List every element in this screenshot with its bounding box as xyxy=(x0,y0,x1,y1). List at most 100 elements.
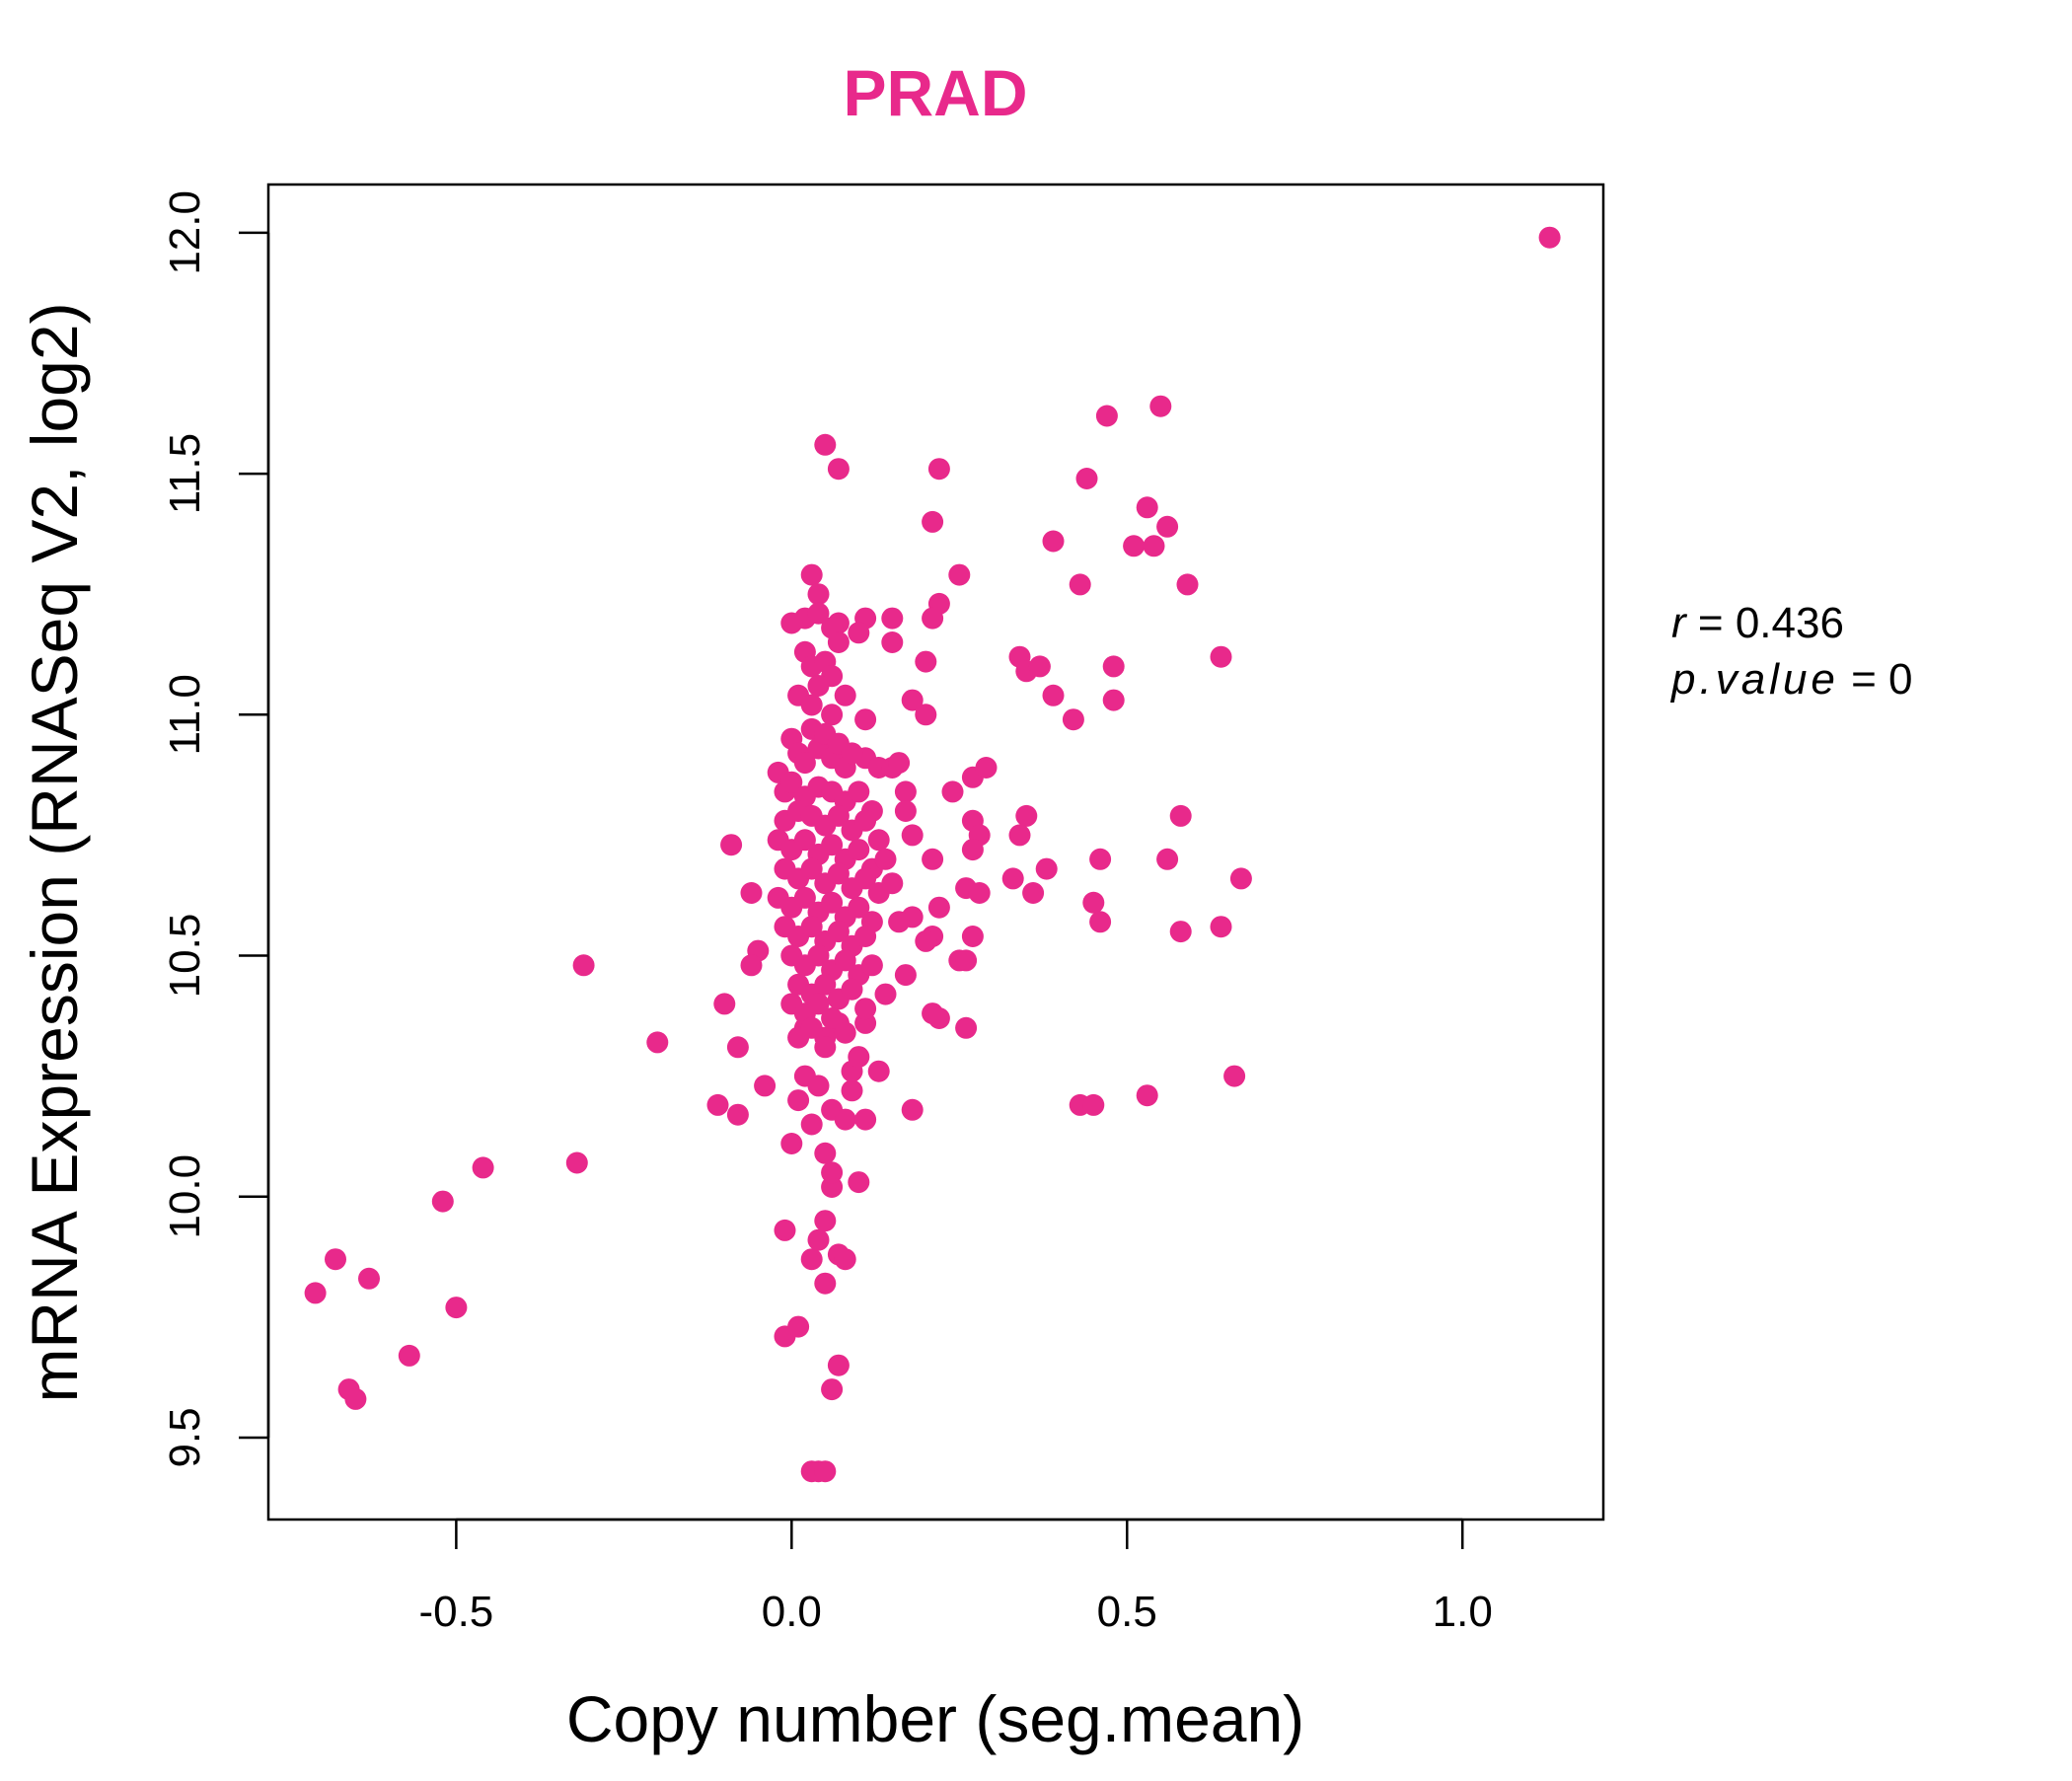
data-point xyxy=(431,1190,454,1213)
data-point xyxy=(888,911,911,933)
data-point xyxy=(807,583,830,606)
y-tick-label: 10.5 xyxy=(161,914,209,999)
data-point xyxy=(1082,1093,1105,1116)
x-tick-label: 0.0 xyxy=(762,1588,822,1636)
data-point xyxy=(1102,689,1125,711)
data-point xyxy=(834,1108,856,1131)
data-point xyxy=(1538,226,1561,249)
data-point xyxy=(821,1007,844,1029)
data-point xyxy=(827,1354,850,1376)
data-point xyxy=(800,857,823,880)
data-point xyxy=(706,1093,729,1116)
r-value: 0.436 xyxy=(1736,599,1844,647)
data-point xyxy=(787,1089,810,1112)
data-point xyxy=(1089,911,1112,933)
data-point xyxy=(915,650,937,673)
data-point xyxy=(922,848,944,870)
data-point xyxy=(572,954,595,977)
data-point xyxy=(780,612,803,634)
data-point xyxy=(867,829,890,852)
data-point xyxy=(807,993,830,1015)
data-point xyxy=(1210,916,1232,938)
data-point xyxy=(793,829,816,852)
data-point xyxy=(915,929,937,952)
data-point xyxy=(854,809,877,832)
data-point xyxy=(927,458,950,481)
data-point xyxy=(1102,655,1125,678)
data-point xyxy=(726,1036,749,1059)
data-point xyxy=(1136,496,1158,519)
y-axis: 9.5 10.0 10.5 11.0 11.5 12.0 xyxy=(161,190,270,1468)
data-point xyxy=(948,563,971,586)
data-point xyxy=(901,824,924,847)
data-point xyxy=(807,1228,830,1251)
data-point xyxy=(1223,1065,1246,1087)
data-point xyxy=(848,1046,870,1069)
data-point xyxy=(800,1248,823,1271)
data-point xyxy=(800,1113,823,1136)
p-label: p.value xyxy=(1669,655,1839,704)
data-point xyxy=(1082,891,1105,914)
data-point xyxy=(807,675,830,697)
data-point xyxy=(1169,804,1192,827)
data-point xyxy=(740,954,763,977)
data-point xyxy=(720,834,743,856)
data-point xyxy=(941,780,964,803)
data-point xyxy=(814,1210,837,1232)
data-point xyxy=(1089,848,1112,870)
data-point xyxy=(814,1036,837,1059)
data-point xyxy=(398,1344,420,1367)
y-axis-label: mRNA Expression (RNASeq V2, log2) xyxy=(18,302,91,1402)
data-point xyxy=(848,839,870,861)
data-point xyxy=(344,1387,367,1410)
data-point xyxy=(841,978,863,1001)
p-equals: = xyxy=(1839,655,1888,704)
data-point xyxy=(881,631,904,653)
data-point xyxy=(325,1248,346,1271)
data-point xyxy=(780,1133,803,1154)
data-point xyxy=(1028,655,1051,678)
data-point xyxy=(1123,535,1146,557)
y-tick-label: 10.0 xyxy=(161,1154,209,1239)
data-point xyxy=(726,1103,749,1126)
data-point xyxy=(888,752,911,775)
data-point xyxy=(821,891,844,914)
data-point xyxy=(834,684,856,706)
data-point xyxy=(565,1151,588,1174)
data-point xyxy=(1095,405,1118,427)
data-point xyxy=(445,1297,468,1319)
data-point xyxy=(774,1219,796,1241)
data-point xyxy=(827,458,850,481)
data-point xyxy=(754,1075,777,1097)
r-equals: = xyxy=(1686,599,1736,647)
data-point xyxy=(713,993,736,1015)
data-point xyxy=(860,954,883,977)
data-point xyxy=(814,433,837,456)
data-point xyxy=(807,602,830,625)
data-point xyxy=(841,742,863,765)
data-point xyxy=(881,607,904,630)
data-point xyxy=(1022,882,1045,904)
data-point xyxy=(821,704,844,726)
data-point xyxy=(1149,395,1172,417)
data-point xyxy=(1008,824,1031,847)
data-point xyxy=(894,780,917,803)
data-point xyxy=(955,1016,978,1039)
data-point xyxy=(848,1171,870,1194)
data-point xyxy=(827,921,850,943)
data-point xyxy=(821,834,844,856)
data-point xyxy=(854,867,877,890)
data-point xyxy=(915,704,937,726)
data-point xyxy=(814,1272,837,1295)
data-point xyxy=(1136,1084,1158,1107)
data-points xyxy=(304,226,1561,1483)
data-point xyxy=(901,1098,924,1121)
data-point xyxy=(854,998,877,1020)
data-point xyxy=(968,882,991,904)
data-point xyxy=(1015,804,1038,827)
data-point xyxy=(1001,867,1024,890)
p-value: 0 xyxy=(1888,655,1912,704)
data-point xyxy=(1169,921,1192,943)
data-point xyxy=(1143,535,1165,557)
